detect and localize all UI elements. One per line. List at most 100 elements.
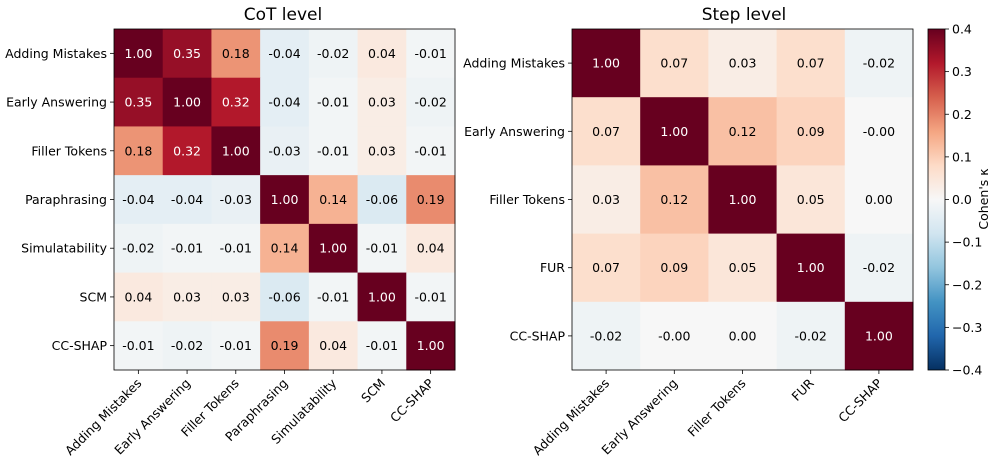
cell-value-label: -0.01	[414, 46, 446, 61]
heatmap-cell	[406, 223, 456, 274]
colorbar-tick-label: −0.2	[952, 277, 982, 292]
cell-value-label: 0.05	[797, 192, 825, 207]
heatmap-cell	[162, 321, 212, 371]
heatmap-cell	[211, 126, 261, 176]
heatmap-cell	[260, 223, 310, 274]
heatmap-cell	[162, 126, 212, 176]
cell-value-label: 0.03	[173, 289, 201, 304]
heatmap-cell	[406, 175, 456, 225]
cell-value-label: 1.00	[592, 56, 620, 71]
cell-value-label: -0.01	[220, 338, 252, 353]
cell-value-label: -0.02	[863, 260, 895, 275]
cell-value-label: 0.14	[319, 192, 347, 207]
cell-value-label: -0.02	[122, 241, 154, 256]
heatmap-cell	[211, 175, 261, 225]
heatmap-cell	[114, 77, 164, 127]
heatmap-cell	[708, 165, 778, 235]
cell-value-label: -0.01	[317, 289, 349, 304]
cell-value-label: 0.03	[729, 56, 757, 71]
cell-value-label: 0.04	[417, 241, 445, 256]
cell-value-label: -0.04	[268, 95, 300, 110]
y-tick-label: CC-SHAP	[52, 338, 108, 353]
cell-value-label: 0.18	[124, 143, 152, 158]
step-level-heatmap: Step level 1.00 0.07 0.03 0.07 -0.02 0.07 1.00…	[463, 5, 914, 457]
colorbar-label: Cohen's κ	[976, 168, 991, 230]
cell-value-label: -0.01	[220, 241, 252, 256]
x-tick-label: Early Answering	[598, 376, 680, 457]
cell-value-label: 1.00	[797, 260, 825, 275]
colorbar-tick-label: 0.3	[952, 64, 972, 79]
cell-value-label: 0.19	[271, 338, 299, 353]
heatmap-cell	[640, 165, 709, 235]
heatmap-cell	[162, 77, 212, 127]
heatmap-cell	[114, 321, 164, 371]
heatmap-cell	[114, 223, 164, 274]
heatmap-cell	[162, 272, 212, 322]
x-tick-label: CC-SHAP	[835, 375, 885, 425]
cell-value-label: 0.07	[797, 56, 825, 71]
cell-value-label: -0.02	[414, 95, 446, 110]
cell-value-label: 0.00	[865, 192, 893, 207]
heatmap-cell	[708, 301, 778, 371]
cell-value-label: 0.14	[271, 241, 299, 256]
heatmap-cell	[406, 321, 456, 371]
heatmap-cell	[708, 97, 778, 166]
heatmap-cell	[260, 272, 310, 322]
colorbar-tick-label: −0.1	[952, 235, 982, 250]
cell-value-label: 1.00	[729, 192, 757, 207]
heatmap-cell	[640, 97, 709, 166]
heatmap-cell	[640, 233, 709, 303]
heatmap-cell	[844, 165, 914, 235]
cell-value-label: -0.01	[366, 241, 398, 256]
heatmap-cell	[357, 175, 407, 225]
cell-value-label: 1.00	[660, 124, 688, 139]
y-tick-label: CC-SHAP	[510, 328, 566, 343]
heatmap-cell	[162, 223, 212, 274]
heatmap-cell	[308, 321, 359, 371]
heatmap-cell	[211, 77, 261, 127]
heatmap-cell	[572, 29, 641, 98]
heatmap-cell	[640, 301, 709, 371]
heatmap-cell	[357, 77, 407, 127]
cell-value-label: -0.01	[414, 143, 446, 158]
heatmap-cell	[357, 272, 407, 322]
heatmap-cell	[708, 29, 778, 98]
heatmap-cell	[844, 233, 914, 303]
heatmap-cell	[844, 97, 914, 166]
y-tick-label: Filler Tokens	[31, 143, 107, 158]
colorbar-tick-label: 0.0	[952, 192, 972, 207]
y-tick-label: Paraphrasing	[25, 192, 107, 207]
cell-value-label: 0.32	[222, 95, 250, 110]
heatmap-cell	[357, 29, 407, 79]
heatmap-cell	[211, 272, 261, 322]
cell-value-label: 0.07	[592, 124, 620, 139]
cell-value-label: -0.02	[171, 338, 203, 353]
heatmap-cell	[162, 175, 212, 225]
heatmap-cell	[114, 126, 164, 176]
x-tick-label: Filler Tokens	[685, 376, 749, 440]
cell-value-label: -0.06	[268, 289, 300, 304]
cell-value-label: -0.02	[795, 328, 827, 343]
heatmap-cell	[308, 126, 359, 176]
cell-value-label: 0.04	[319, 338, 347, 353]
cot-level-heatmap: CoT level 1.00 0.35 0.18 -0.04 -0.02 0.04 -0.0…	[5, 5, 456, 457]
cell-value-label: 0.00	[729, 328, 757, 343]
cell-value-label: -0.01	[366, 338, 398, 353]
y-tick-label: Simulatability	[21, 241, 107, 256]
cell-value-label: -0.02	[590, 328, 622, 343]
cell-value-label: 0.19	[417, 192, 445, 207]
heatmap-cell	[357, 223, 407, 274]
heatmap-cell	[776, 29, 846, 98]
cell-value-label: 0.09	[797, 124, 825, 139]
colorbar-tick-label: −0.4	[952, 363, 982, 378]
cell-value-label: 0.03	[222, 289, 250, 304]
heatmap-cell	[776, 97, 846, 166]
heatmap-cell	[114, 175, 164, 225]
colorbar-tick-label: 0.1	[952, 149, 972, 164]
colorbar-tick-label: 0.2	[952, 107, 972, 122]
cell-value-label: -0.01	[317, 95, 349, 110]
heatmap-cell	[211, 321, 261, 371]
cell-value-label: 0.12	[660, 192, 688, 207]
cell-value-label: -0.00	[658, 328, 690, 343]
